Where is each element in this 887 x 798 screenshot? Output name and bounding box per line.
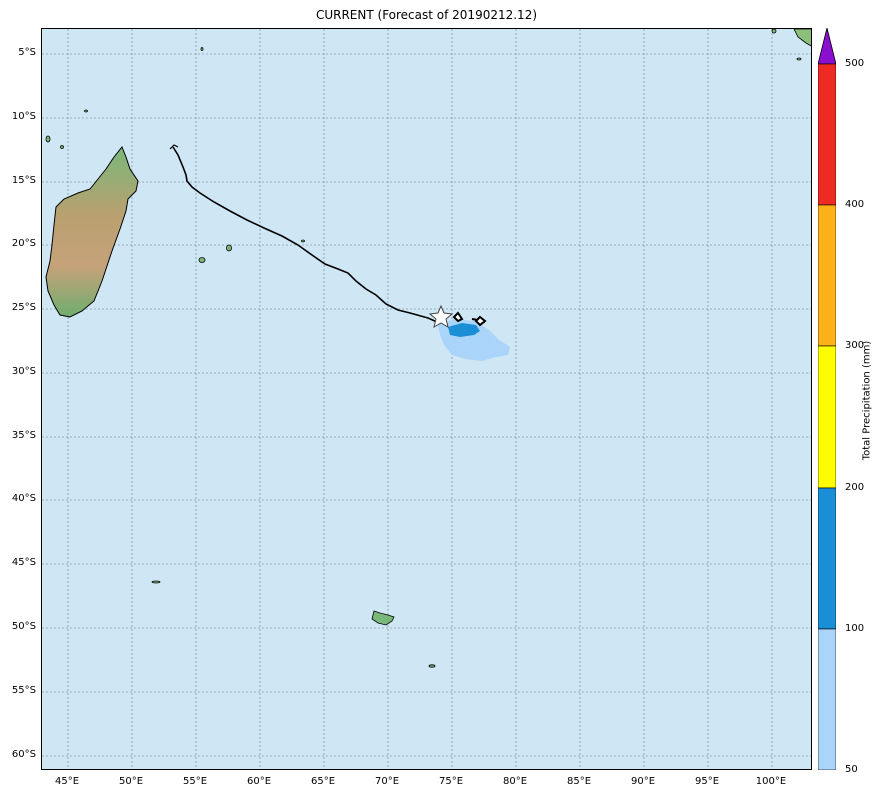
lat-label: 10°S [11, 111, 36, 122]
colorbar-extend-triangle [817, 27, 837, 65]
madagascar-landmass [45, 146, 139, 318]
ocean-fill [42, 29, 811, 769]
colorbar-tick: 500 [845, 58, 865, 69]
map-canvas [42, 29, 811, 769]
colorbar-segment-400-500 [817, 63, 837, 206]
colorbar-label: Total Precipitation (mm) [861, 340, 873, 461]
lon-label: 70°E [374, 776, 400, 787]
lon-label: 45°E [54, 776, 80, 787]
map-title: CURRENT (Forecast of 20190212.12) [315, 8, 538, 22]
lat-label: 45°S [11, 557, 36, 568]
map-panel[interactable] [41, 28, 812, 770]
small-islands [45, 29, 811, 668]
colorbar-segment-100-200 [817, 487, 837, 630]
colorbar-svg [817, 27, 837, 771]
lat-label: 20°S [11, 238, 36, 249]
lat-gridlines [42, 53, 811, 757]
lat-label: 15°S [11, 175, 36, 186]
colorbar-segment-50-100 [817, 628, 837, 771]
colorbar-tick: 300 [845, 340, 865, 351]
lon-label: 65°E [310, 776, 336, 787]
lat-label: 60°S [11, 749, 36, 760]
lon-label: 55°E [182, 776, 208, 787]
colorbar-tick: 50 [845, 764, 858, 775]
lat-label: 50°S [11, 621, 36, 632]
colorbar-segment-200-300 [817, 345, 837, 489]
colorbar-segment-300-400 [817, 204, 837, 347]
colorbar [817, 27, 837, 771]
lat-label: 35°S [11, 430, 36, 441]
lon-label: 90°E [630, 776, 656, 787]
lon-label: 100°E [755, 776, 787, 787]
lat-label: 5°S [18, 47, 36, 58]
colorbar-tick: 400 [845, 199, 865, 210]
lat-label: 55°S [11, 685, 36, 696]
lon-label: 60°E [246, 776, 272, 787]
lon-label: 50°E [118, 776, 144, 787]
storm-track-line [172, 146, 438, 323]
precipitation-swath [438, 319, 510, 361]
lon-label: 95°E [694, 776, 720, 787]
lat-label: 30°S [11, 366, 36, 377]
colorbar-tick: 100 [845, 623, 865, 634]
lat-label: 40°S [11, 493, 36, 504]
star-icon [428, 304, 454, 329]
lon-label: 75°E [438, 776, 464, 787]
lon-label: 80°E [502, 776, 528, 787]
colorbar-tick: 200 [845, 482, 865, 493]
lon-label: 85°E [566, 776, 592, 787]
lat-label: 25°S [11, 302, 36, 313]
